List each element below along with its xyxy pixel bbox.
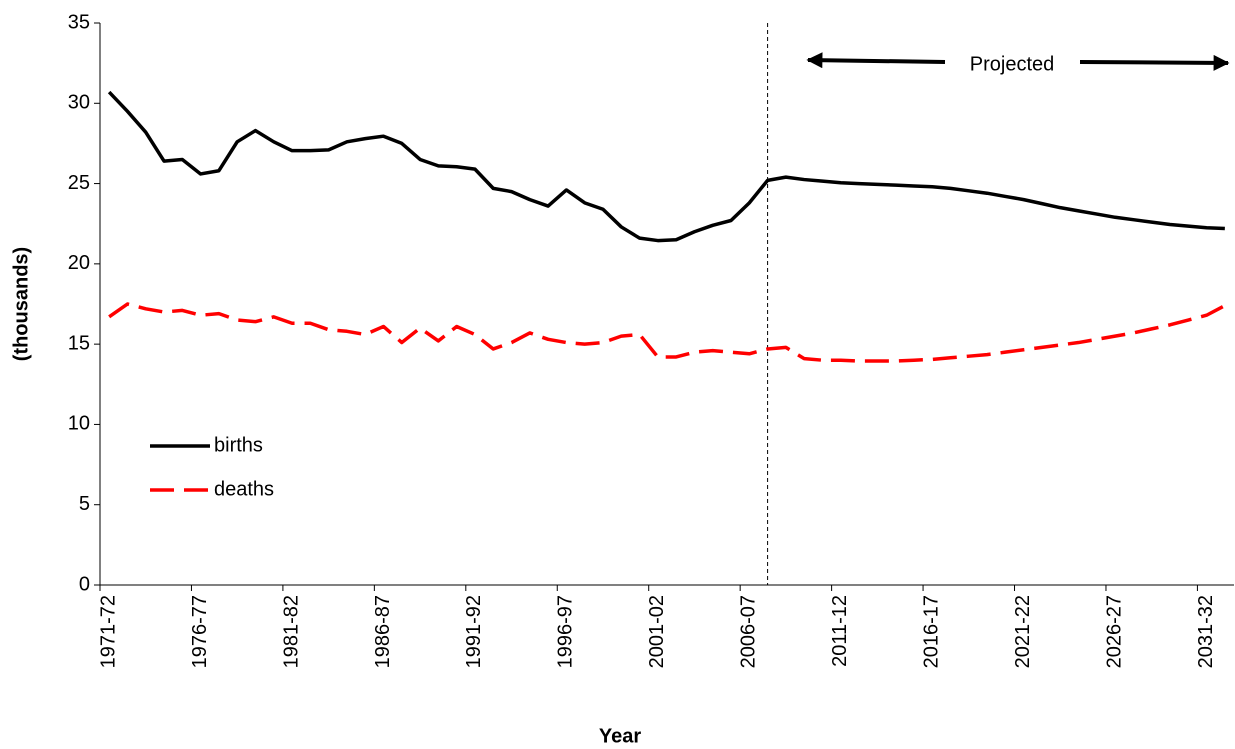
x-tick-label: 1981-82 <box>280 595 302 668</box>
series-line <box>107 90 1225 243</box>
x-axis-label: Year <box>599 725 641 747</box>
x-tick-label: 2016-17 <box>920 595 942 668</box>
legend-label: births <box>214 434 263 456</box>
y-tick-label: 5 <box>79 493 90 515</box>
y-tick-label: 25 <box>68 172 90 194</box>
x-tick-label: 2001-02 <box>646 595 668 668</box>
x-tick-label: 1991-92 <box>463 595 485 668</box>
x-tick-label: 2021-22 <box>1012 595 1034 668</box>
x-tick-label: 1996-97 <box>555 595 577 668</box>
y-tick-label: 0 <box>79 573 90 595</box>
y-tick-label: 30 <box>68 92 90 114</box>
y-tick-label: 10 <box>68 413 90 435</box>
arrow-left <box>806 52 946 69</box>
y-axis-label: (thousands) <box>10 247 32 361</box>
x-tick-label: 1986-87 <box>372 595 394 668</box>
legend-label: deaths <box>214 478 274 500</box>
x-tick-label: 1976-77 <box>189 595 211 668</box>
x-tick-label: 1971-72 <box>97 595 119 668</box>
arrow-right <box>1079 54 1230 71</box>
series-line <box>108 302 1226 363</box>
annotation: Projected <box>970 53 1055 75</box>
y-tick-label: 15 <box>68 332 90 354</box>
x-tick-label: 2011-12 <box>829 595 851 667</box>
y-tick-label: 35 <box>68 11 90 33</box>
x-tick-label: 2006-07 <box>738 595 760 668</box>
x-tick-label: 2026-27 <box>1103 595 1125 668</box>
y-tick-label: 20 <box>68 252 90 274</box>
x-tick-label: 2031-32 <box>1195 595 1217 668</box>
